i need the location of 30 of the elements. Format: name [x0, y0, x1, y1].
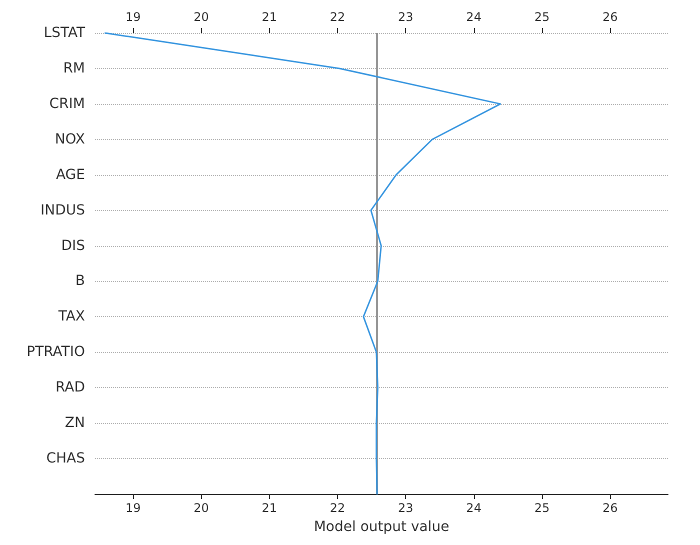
x2-tick-label: 25	[534, 10, 550, 24]
y-tick-label: CRIM	[49, 96, 85, 112]
x2-tick-label: 23	[398, 10, 414, 24]
y-tick-label: RM	[63, 60, 85, 76]
x-tick-label: 25	[534, 501, 550, 515]
y-tick-label: INDUS	[40, 202, 86, 218]
y-tick-label: CHAS	[46, 450, 86, 467]
x2-tick-label: 19	[126, 10, 141, 24]
y-tick-label: ZN	[64, 415, 85, 432]
x2-tick-label: 22	[330, 10, 346, 24]
y-tick-label: TAX	[57, 308, 86, 325]
y-tick-label: RAD	[55, 380, 85, 396]
x-tick-label: 24	[466, 501, 482, 515]
x-tick-label: 22	[330, 501, 346, 515]
x2-tick-label: 26	[602, 10, 618, 24]
x2-tick-label: 21	[262, 10, 278, 24]
x-tick-label: 20	[194, 501, 209, 515]
x2-tick-label: 24	[466, 10, 482, 24]
x-tick-label: 23	[398, 501, 414, 515]
x-tick-label: 21	[262, 501, 278, 515]
y-tick-label: DIS	[61, 238, 86, 254]
y-tick-label: PTRATIO	[26, 344, 85, 360]
x-tick-label: 26	[602, 501, 618, 515]
x2-tick-label: 20	[194, 10, 209, 24]
x-tick-label: 19	[126, 501, 141, 515]
y-tick-label: NOX	[54, 131, 86, 148]
y-tick-label: AGE	[56, 166, 85, 183]
y-tick-label: B	[75, 273, 85, 290]
y-tick-label: LSTAT	[44, 25, 86, 41]
x-axis-title: Model output value	[314, 519, 450, 535]
